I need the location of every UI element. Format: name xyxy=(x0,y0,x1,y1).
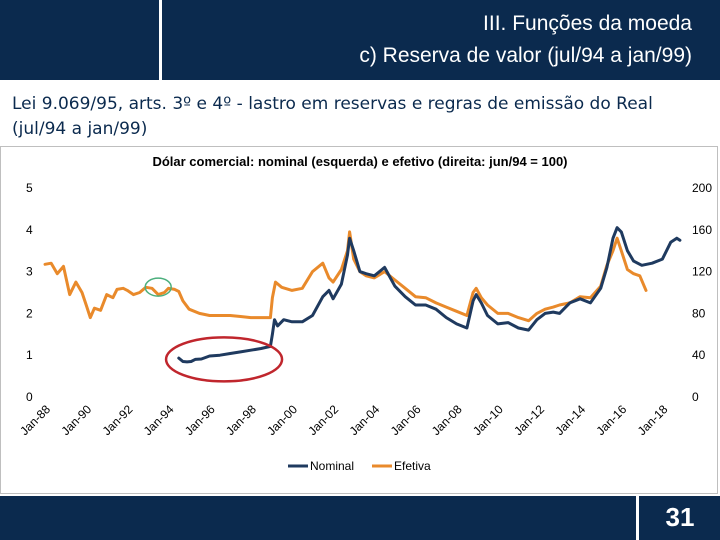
slide-subtitle: Lei 9.069/95, arts. 3º e 4º - lastro em … xyxy=(12,94,653,139)
x-tick-label: Jan-08 xyxy=(429,402,465,438)
annotation-layer xyxy=(144,277,284,383)
y-right-tick-label: 0 xyxy=(692,390,699,404)
highlight-ellipse-green xyxy=(144,277,172,297)
x-tick-label: Jan-98 xyxy=(223,402,259,438)
series-line-nominal xyxy=(177,226,682,364)
dollar-exchange-chart: Dólar comercial: nominal (esquerda) e ef… xyxy=(17,154,712,473)
chart-legend: Nominal Efetiva xyxy=(288,459,431,473)
y-left-tick-label: 3 xyxy=(26,265,33,279)
page-number: 31 xyxy=(665,502,695,532)
y-left-tick-label: 0 xyxy=(26,390,33,404)
series-line-efetiva xyxy=(43,230,648,323)
x-tick-label: Jan-88 xyxy=(17,402,53,438)
header-bar xyxy=(0,0,720,80)
header-rule xyxy=(0,80,720,83)
series-layer xyxy=(43,226,682,364)
x-tick-label: Jan-14 xyxy=(552,402,588,438)
x-tick-label: Jan-10 xyxy=(470,402,506,438)
x-tick-label: Jan-16 xyxy=(594,402,630,438)
x-axis-ticks: Jan-88 Jan-90 Jan-92 Jan-94 Jan-96 Jan-98 Jan-… xyxy=(17,402,670,438)
y-right-tick-label: 80 xyxy=(692,306,706,320)
y-right-tick-label: 200 xyxy=(692,181,712,195)
chart-frame xyxy=(0,146,718,494)
highlight-ellipse-red xyxy=(164,336,284,383)
slide-title-line1: III. Funções da moeda xyxy=(483,12,692,35)
footer-divider xyxy=(636,496,639,540)
y-left-tick-label: 4 xyxy=(26,223,33,237)
right-axis-ticks: 0 40 80 120 160 200 xyxy=(692,181,712,404)
x-tick-label: Jan-06 xyxy=(388,402,424,438)
slide-title-line2: c) Reserva de valor (jul/94 a jan/99) xyxy=(359,44,692,67)
x-tick-label: Jan-90 xyxy=(58,402,94,438)
y-right-tick-label: 120 xyxy=(692,265,712,279)
y-left-tick-label: 2 xyxy=(26,306,33,320)
x-tick-label: Jan-00 xyxy=(264,402,300,438)
x-tick-label: Jan-96 xyxy=(182,402,218,438)
legend-label-nominal: Nominal xyxy=(310,459,354,473)
left-axis-ticks: 0 1 2 3 4 5 xyxy=(26,181,33,404)
y-right-tick-label: 40 xyxy=(692,348,706,362)
footer-bar xyxy=(0,496,720,540)
y-left-tick-label: 1 xyxy=(26,348,33,362)
y-left-tick-label: 5 xyxy=(26,181,33,195)
x-tick-label: Jan-92 xyxy=(100,402,136,438)
header-divider xyxy=(159,0,162,80)
x-tick-label: Jan-02 xyxy=(305,402,341,438)
y-right-tick-label: 160 xyxy=(692,223,712,237)
x-tick-label: Jan-04 xyxy=(347,402,383,438)
x-tick-label: Jan-94 xyxy=(141,402,177,438)
chart-title: Dólar comercial: nominal (esquerda) e ef… xyxy=(152,154,567,169)
legend-label-efetiva: Efetiva xyxy=(394,459,431,473)
x-tick-label: Jan-18 xyxy=(635,402,671,438)
x-tick-label: Jan-12 xyxy=(511,402,547,438)
